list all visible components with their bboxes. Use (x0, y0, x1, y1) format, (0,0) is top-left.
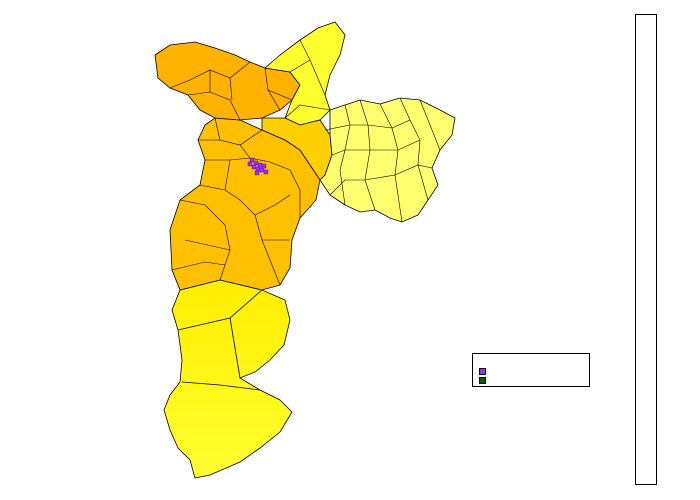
color-scale-bar (635, 14, 657, 485)
district-borders (169, 39, 441, 286)
region-south (163, 279, 293, 479)
origin-swatch-icon (479, 367, 486, 375)
legend-box (472, 353, 590, 387)
legend-item-origin (479, 367, 490, 375)
legend-item-destination (479, 376, 490, 384)
destination-swatch-icon (479, 376, 486, 384)
origin-points (247, 157, 269, 176)
